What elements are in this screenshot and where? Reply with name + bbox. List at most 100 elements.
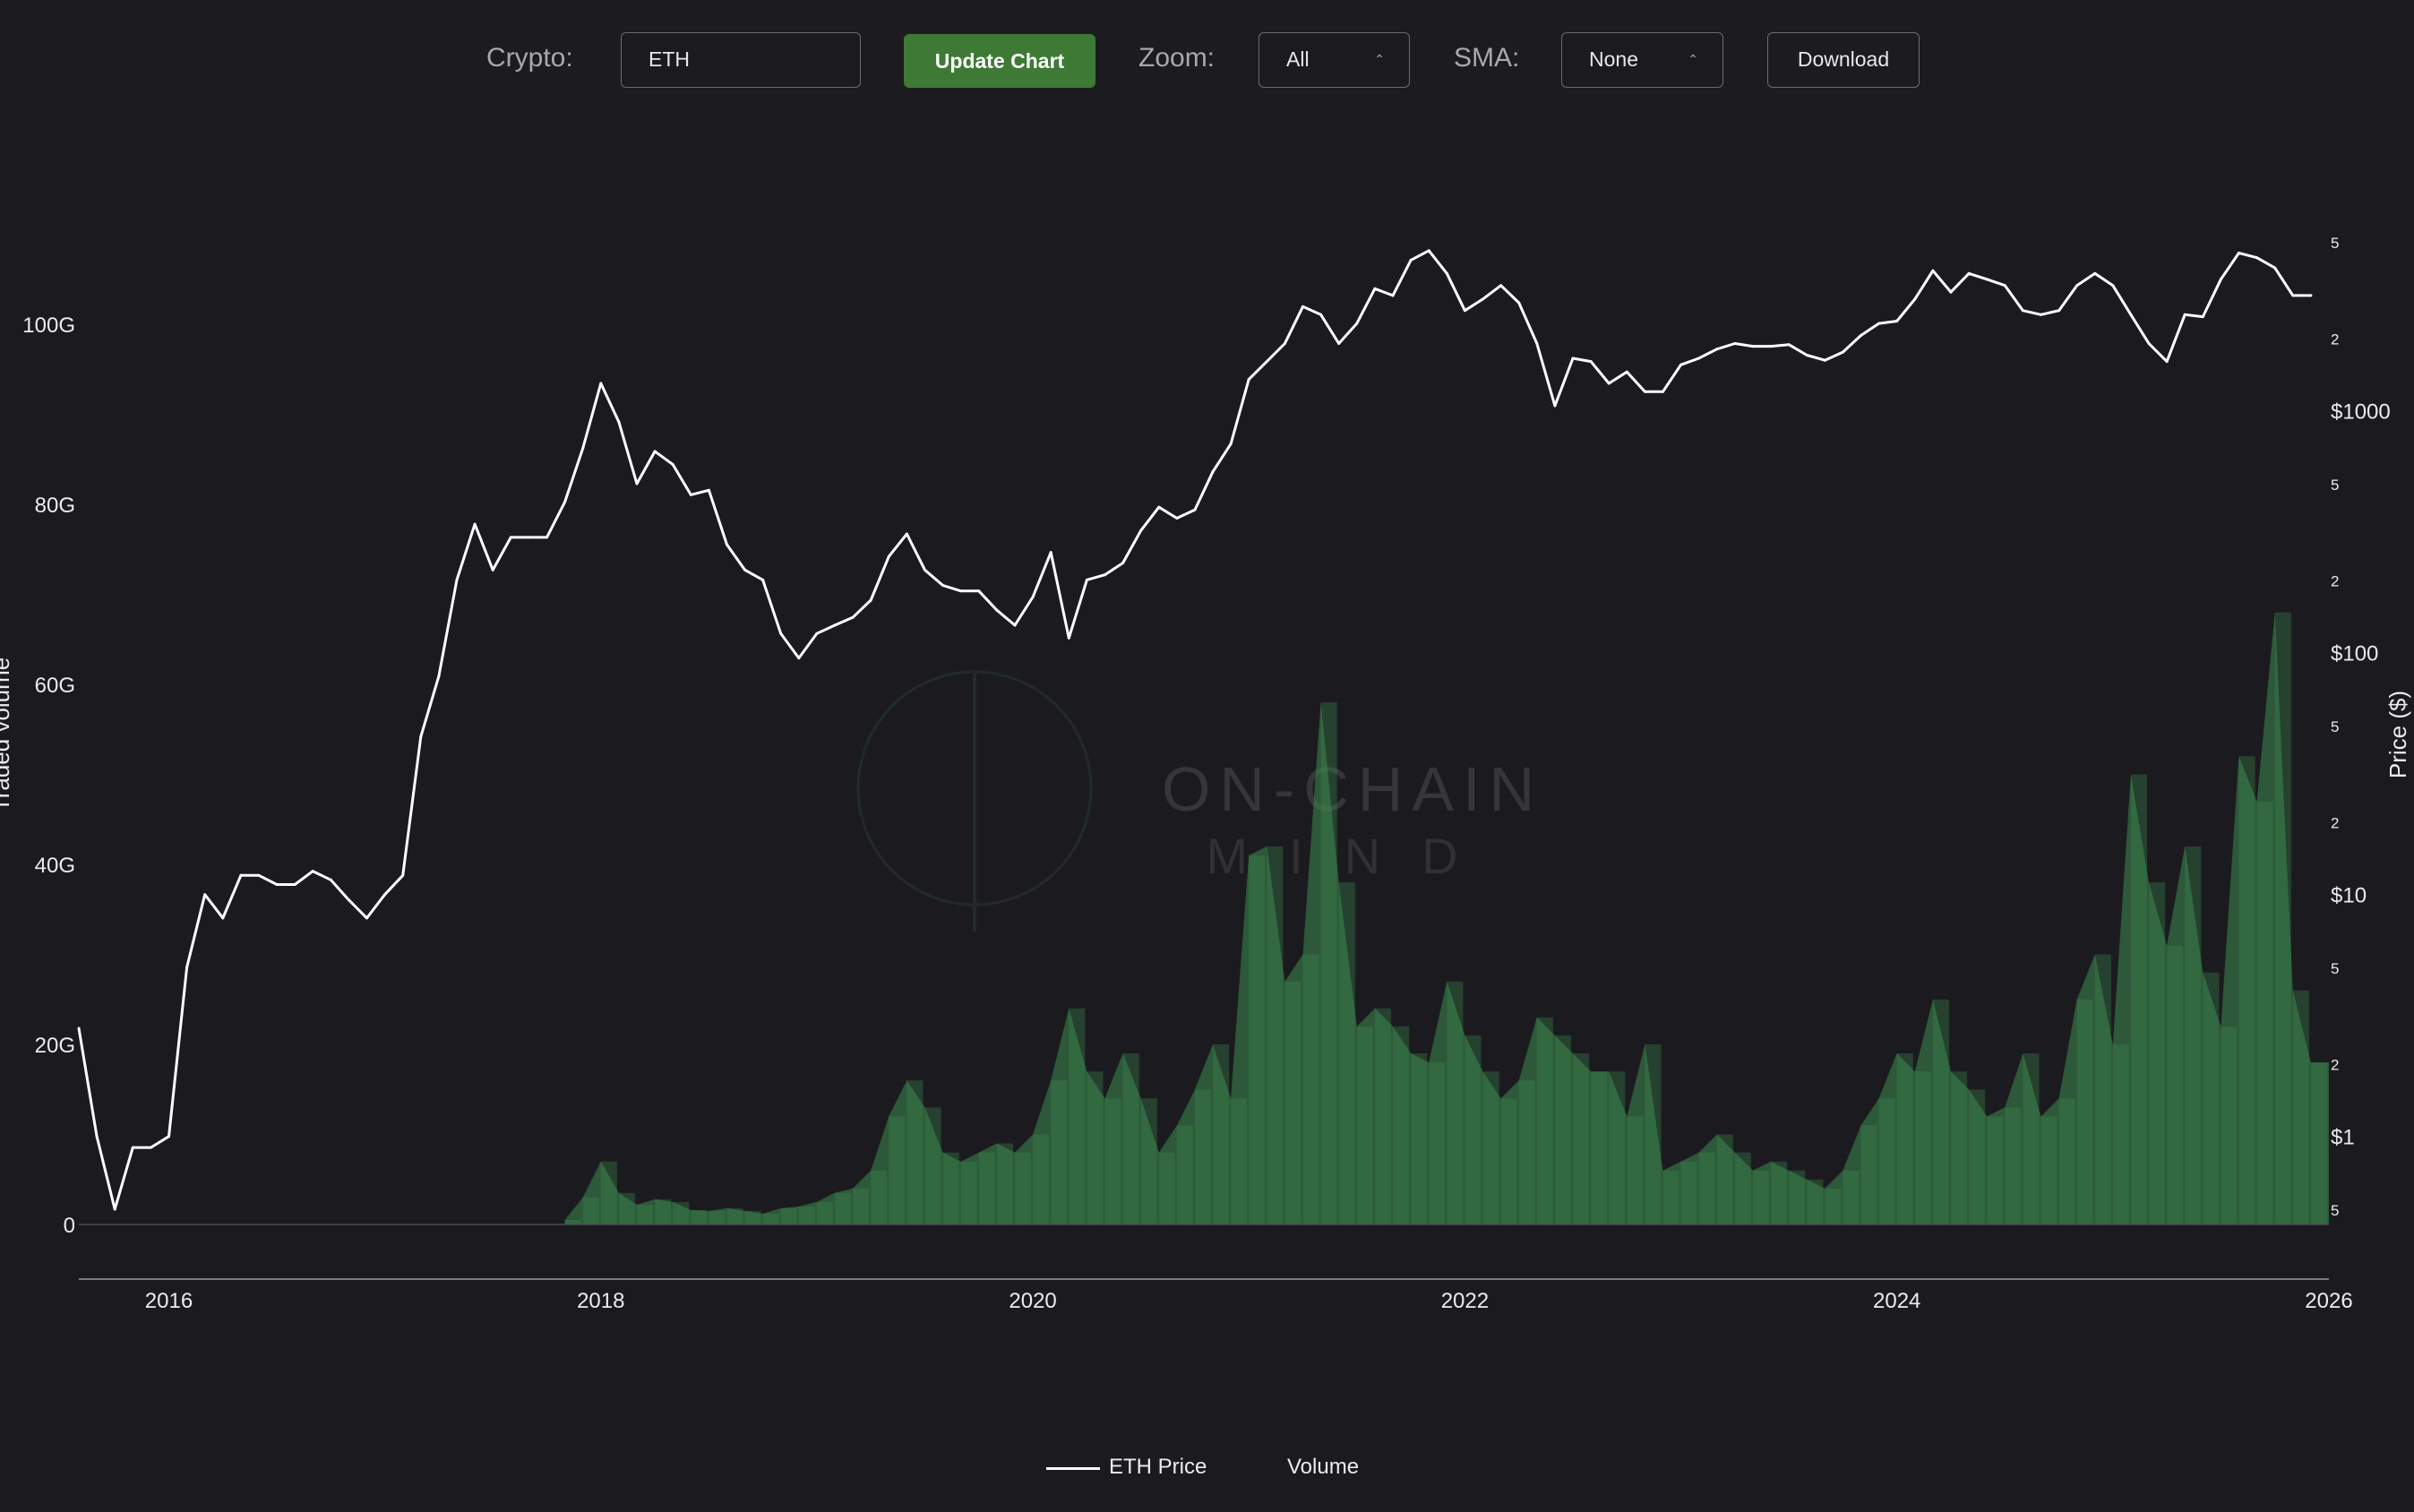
volume-bar <box>1500 1098 1517 1224</box>
price-point <box>1265 360 1268 364</box>
zoom-select[interactable]: All ⌃ <box>1259 32 1410 88</box>
price-point <box>2183 313 2186 316</box>
volume-bar <box>1213 1044 1230 1224</box>
volume-bar <box>853 1188 870 1224</box>
legend-item-volume[interactable]: Volume <box>1287 1455 1360 1479</box>
price-point <box>1625 370 1628 374</box>
price-point <box>617 420 621 424</box>
price-point <box>1733 342 1737 345</box>
price-point <box>1031 596 1035 598</box>
y2-tick-label: 5 <box>2331 1202 2339 1219</box>
volume-bar <box>673 1201 690 1224</box>
price-point <box>1445 271 1448 275</box>
y2-tick-label: $1000 <box>2331 400 2391 425</box>
price-point <box>1679 363 1682 366</box>
volume-bar <box>2023 1053 2040 1224</box>
volume-bar <box>2112 1044 2129 1224</box>
price-point <box>959 589 963 593</box>
volume-bar <box>1249 855 1266 1224</box>
price-point <box>599 382 603 385</box>
volume-bar <box>1284 981 1301 1224</box>
price-point <box>2111 284 2115 288</box>
volume-bar <box>2292 990 2309 1224</box>
price-point <box>311 870 314 873</box>
price-point <box>2219 278 2222 281</box>
price-point <box>1877 322 1881 325</box>
volume-bar <box>1771 1161 1788 1224</box>
price-point <box>743 568 747 571</box>
price-point <box>941 584 945 587</box>
y2-tick-label: 2 <box>2331 1056 2339 1073</box>
price-point <box>1482 297 1484 301</box>
crypto-input[interactable]: ETH <box>621 32 861 88</box>
price-point <box>2040 313 2042 316</box>
zoom-select-value: All <box>1286 47 1310 71</box>
price-point <box>563 500 567 503</box>
price-point <box>329 878 332 881</box>
sma-select-value: None <box>1589 47 1638 71</box>
volume-bar <box>1087 1071 1104 1224</box>
price-point <box>1769 345 1773 348</box>
volume-bar <box>2130 774 2147 1224</box>
volume-bar <box>1573 1053 1590 1224</box>
price-point <box>1517 301 1521 305</box>
volume-bar <box>1554 1035 1571 1224</box>
price-point <box>2255 256 2259 260</box>
price-point <box>546 536 548 539</box>
brain-logo-icon <box>856 670 1093 906</box>
price-point <box>2309 294 2313 297</box>
volume-bar <box>1393 1026 1410 1224</box>
volume-bar <box>1033 1134 1050 1224</box>
update-chart-button[interactable]: Update Chart <box>904 34 1095 88</box>
legend-swatch-price <box>1046 1467 1100 1470</box>
y2-tick-label: 5 <box>2331 477 2339 494</box>
price-point <box>1104 573 1106 577</box>
price-point <box>726 543 728 546</box>
volume-bar <box>1914 1071 1931 1224</box>
price-point <box>1013 623 1017 627</box>
volume-bar <box>1591 1071 1608 1224</box>
volume-bar <box>906 1080 924 1224</box>
download-button[interactable]: Download <box>1767 32 1920 88</box>
price-point <box>383 893 387 897</box>
volume-bar <box>1536 1017 1553 1224</box>
sma-select[interactable]: None ⌃ <box>1561 32 1723 88</box>
volume-bar <box>1015 1152 1032 1224</box>
volume-bar <box>2149 882 2166 1224</box>
legend-item-price[interactable]: ETH Price <box>1109 1455 1207 1479</box>
volume-bar <box>1698 1152 1715 1224</box>
volume-bar <box>1734 1152 1751 1224</box>
volume-bar <box>960 1161 977 1224</box>
price-point <box>1211 470 1215 474</box>
price-point <box>1823 358 1826 362</box>
price-series <box>77 249 2313 1211</box>
price-point <box>2201 315 2204 319</box>
volume-bar <box>1680 1161 1697 1224</box>
volume-bar <box>1320 702 1337 1224</box>
price-point <box>221 916 225 920</box>
price-point <box>419 735 423 738</box>
price-point <box>581 447 585 450</box>
price-point <box>365 916 368 920</box>
volume-bar <box>2221 1026 2238 1224</box>
price-point <box>473 522 477 526</box>
price-point <box>1751 345 1755 348</box>
price-point <box>1643 390 1646 393</box>
price-point <box>1931 269 1935 272</box>
y-tick-label: 0 <box>64 1214 75 1238</box>
price-point <box>2291 294 2295 297</box>
volume-bar <box>1662 1170 1679 1224</box>
volume-bar <box>2005 1107 2022 1224</box>
volume-bar <box>1969 1089 1986 1225</box>
volume-bar <box>1356 1026 1373 1224</box>
price-point <box>257 873 261 877</box>
volume-bar <box>1627 1116 1644 1224</box>
watermark: ON-CHAIN MIND <box>856 670 1534 932</box>
price-point <box>2003 284 2006 288</box>
volume-bar <box>2076 999 2093 1225</box>
price-point <box>1895 320 1899 322</box>
price-point <box>905 532 908 536</box>
volume-bar <box>1896 1053 1913 1224</box>
price-point <box>1860 334 1862 337</box>
